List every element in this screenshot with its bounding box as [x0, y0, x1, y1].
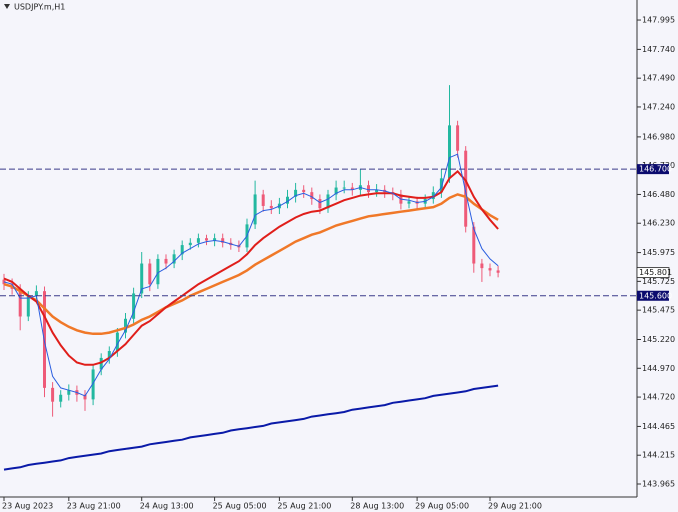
candle-body — [188, 242, 192, 246]
price-tag-label: 146.700 — [639, 165, 672, 174]
candle-body — [407, 201, 411, 204]
y-tick-label: 144.720 — [642, 393, 675, 402]
candle-body — [286, 196, 289, 204]
candle-body — [205, 238, 208, 241]
y-tick-label: 146.980 — [642, 132, 675, 141]
y-tick-label: 145.725 — [642, 277, 675, 286]
x-tick-label: 29 Aug 21:00 — [488, 502, 542, 511]
candle-body — [472, 226, 476, 264]
candle-body — [496, 270, 500, 273]
candle-body — [253, 194, 257, 225]
candle-body — [326, 194, 330, 209]
candle-body — [269, 205, 273, 209]
candle-body — [334, 187, 338, 195]
candle-body — [67, 390, 71, 395]
candle-body — [132, 293, 136, 319]
candle-body — [310, 192, 314, 200]
candle-body — [115, 332, 119, 352]
candle-body — [180, 245, 184, 255]
y-tick-label: 147.995 — [642, 16, 675, 25]
ma-line — [3, 193, 499, 336]
y-tick-label: 144.215 — [642, 451, 675, 460]
price-tag — [637, 164, 669, 175]
y-tick-label: 147.740 — [642, 45, 675, 54]
candle-body — [221, 238, 225, 243]
x-tick-label: 24 Aug 13:00 — [140, 502, 194, 511]
candle-body — [431, 192, 435, 200]
candle-body — [26, 295, 30, 317]
price-tag — [637, 290, 669, 301]
x-tick-label: 25 Aug 21:00 — [277, 502, 331, 511]
x-tick-label: 23 Aug 21:00 — [67, 502, 121, 511]
ma-line — [3, 170, 499, 366]
candle-body — [213, 238, 217, 241]
y-tick-label: 143.965 — [642, 479, 675, 488]
candle-body — [375, 189, 379, 193]
candle-body — [350, 187, 354, 190]
y-tick-label: 144.465 — [642, 422, 675, 431]
ma-line — [3, 384, 499, 471]
candle-body — [261, 194, 265, 206]
candle-body — [448, 125, 451, 179]
y-tick-label: 145.220 — [642, 335, 675, 344]
candle-body — [59, 394, 63, 402]
y-tick-label: 146.230 — [642, 219, 675, 228]
y-tick-label: 147.490 — [642, 74, 675, 83]
candle-body — [140, 263, 144, 294]
candle-body — [367, 185, 370, 193]
candle-body — [34, 291, 38, 296]
x-tick-label: 29 Aug 05:00 — [415, 502, 469, 511]
candle-body — [172, 254, 176, 264]
candle-body — [480, 263, 484, 269]
candle-body — [294, 189, 298, 197]
candle-body — [51, 387, 55, 402]
candle-body — [342, 187, 346, 189]
candle-body — [156, 258, 160, 285]
candle-body — [464, 150, 468, 227]
x-tick-label: 28 Aug 13:00 — [350, 502, 404, 511]
y-tick-label: 147.240 — [642, 102, 675, 111]
y-tick-label: 146.480 — [642, 190, 675, 199]
candle-body — [148, 263, 152, 285]
x-tick-label: 25 Aug 05:00 — [213, 502, 267, 511]
last-price-tag — [636, 267, 670, 279]
candle-body — [83, 394, 87, 400]
price-tag-label: 145.600 — [639, 291, 672, 300]
candle-body — [456, 125, 460, 151]
candle-body — [91, 369, 95, 400]
ma-line — [3, 153, 499, 397]
last-price-label: 145.801 — [639, 268, 672, 277]
y-tick-label: 145.475 — [642, 306, 675, 315]
x-tick-label: 23 Aug 2023 — [2, 502, 53, 511]
candle-body — [124, 318, 127, 333]
candle-body — [164, 258, 168, 264]
candle-body — [18, 288, 22, 317]
y-tick-label: 144.970 — [642, 364, 675, 373]
icon — [4, 4, 10, 9]
candle-body — [196, 238, 200, 243]
y-tick-label: 145.975 — [642, 248, 675, 257]
candle-body — [302, 189, 306, 193]
candle-body — [318, 199, 322, 209]
chart-title: USDJPY.m,H1 — [14, 3, 65, 12]
candle-body — [99, 357, 103, 370]
candle-body — [488, 268, 492, 271]
candle-body — [439, 178, 443, 193]
candle-body — [107, 351, 111, 358]
